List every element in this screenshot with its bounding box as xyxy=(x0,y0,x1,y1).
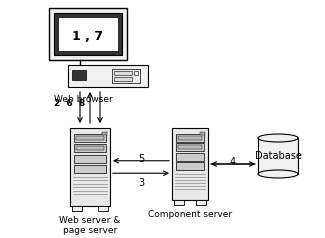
Ellipse shape xyxy=(258,170,298,178)
Bar xyxy=(76,136,104,140)
Bar xyxy=(174,200,184,205)
Text: Database: Database xyxy=(254,151,302,161)
Bar xyxy=(76,146,104,150)
Bar xyxy=(74,154,106,163)
Bar xyxy=(54,13,122,55)
Bar xyxy=(72,206,82,211)
Bar xyxy=(176,153,204,161)
Bar xyxy=(176,162,204,170)
Bar xyxy=(114,77,132,81)
Bar xyxy=(176,143,204,151)
Text: Web browser: Web browser xyxy=(54,95,112,104)
Bar xyxy=(258,138,298,174)
Bar xyxy=(58,17,118,51)
Bar xyxy=(134,71,138,75)
Bar xyxy=(196,200,206,205)
Text: Web server &
page server: Web server & page server xyxy=(59,216,121,235)
Bar xyxy=(178,145,202,149)
Bar xyxy=(200,132,205,135)
Bar xyxy=(49,8,127,60)
Bar xyxy=(72,70,86,80)
Text: 3: 3 xyxy=(138,178,144,188)
Bar xyxy=(178,135,202,139)
Bar xyxy=(74,144,106,152)
Ellipse shape xyxy=(258,134,298,142)
Bar xyxy=(176,134,204,142)
Text: 5: 5 xyxy=(138,154,144,164)
Bar xyxy=(74,134,106,142)
Bar xyxy=(114,71,132,75)
Text: 1 , 7: 1 , 7 xyxy=(72,30,103,43)
Text: Component server: Component server xyxy=(148,210,232,219)
Bar xyxy=(98,206,108,211)
Bar xyxy=(172,128,208,200)
Bar xyxy=(112,69,140,83)
Bar xyxy=(102,132,107,135)
Bar xyxy=(68,65,148,87)
Bar xyxy=(74,165,106,173)
Bar xyxy=(70,128,110,206)
Text: 4: 4 xyxy=(230,157,236,167)
Text: 2  6  8: 2 6 8 xyxy=(54,99,85,108)
